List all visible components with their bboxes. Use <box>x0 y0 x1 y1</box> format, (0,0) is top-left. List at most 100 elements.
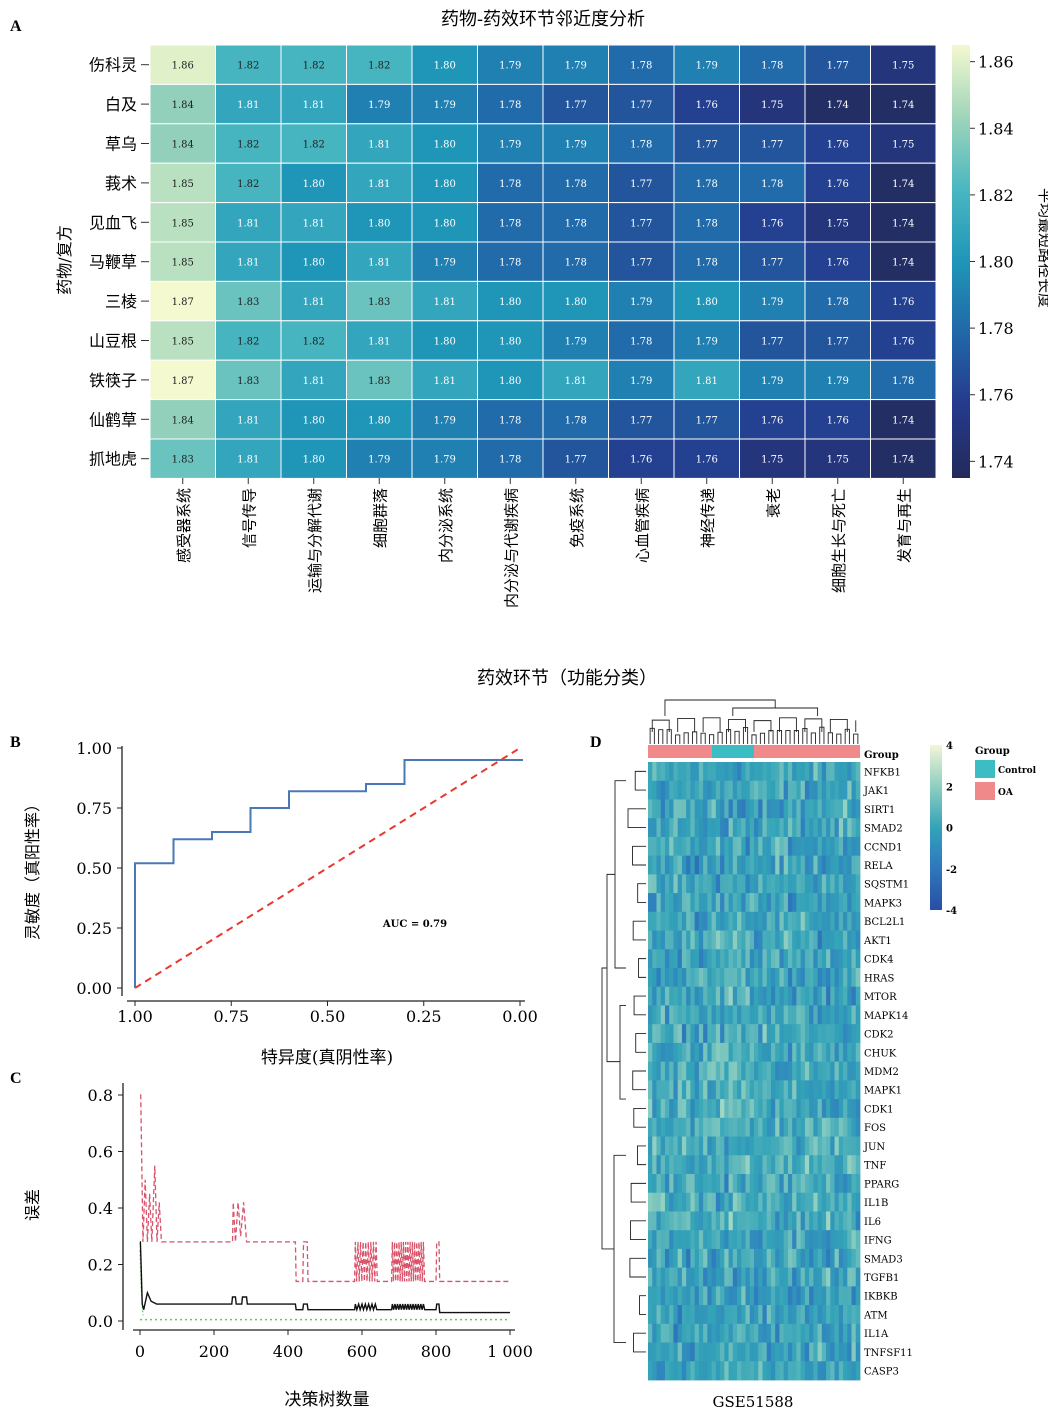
heatmap-d-cell <box>796 1267 802 1287</box>
heatmap-d-cell <box>728 1248 734 1269</box>
heatmap-d-cell <box>694 930 700 950</box>
roc-y-tick-label: 0.50 <box>76 859 112 878</box>
heatmap-d-cell <box>686 874 691 894</box>
heatmap-d-gene-label: PPARG <box>864 1179 899 1190</box>
heatmap-d-cell <box>732 780 738 800</box>
heatmap-a-cell-value: 1.77 <box>565 100 587 111</box>
roc-x-tick-label: 0.25 <box>406 1007 442 1026</box>
heatmap-d-cell <box>737 799 742 819</box>
heatmap-d-cell <box>737 1005 742 1025</box>
heatmap-d-cell <box>796 1286 802 1306</box>
heatmap-a-cell-value: 1.82 <box>237 179 259 190</box>
heatmap-d-cell <box>656 818 662 838</box>
heatmap-d-cell <box>796 1136 802 1156</box>
heatmap-d-cell <box>732 1024 738 1044</box>
heatmap-d-cell <box>677 855 683 875</box>
heatmap-d-cell <box>766 1136 772 1156</box>
heatmap-d-cell <box>664 836 670 857</box>
heatmap-d-cell <box>754 1342 759 1362</box>
heatmap-d-cell <box>826 1192 831 1212</box>
heatmap-d-cell <box>745 1267 751 1287</box>
heatmap-d-cell <box>779 1099 785 1119</box>
heatmap-d-cell <box>800 1192 806 1212</box>
heatmap-d-gene-label: MAPK3 <box>864 898 902 909</box>
heatmap-d-cell <box>681 1005 687 1025</box>
heatmap-d-cell <box>830 1117 835 1137</box>
heatmap-d-cell <box>787 1080 793 1100</box>
heatmap-d-cell <box>677 1305 683 1325</box>
heatmap-d-cell <box>660 780 666 800</box>
heatmap-d-cell <box>711 762 717 782</box>
heatmap-a-cell <box>739 399 806 440</box>
heatmap-d-cell <box>732 1342 738 1362</box>
heatmap-a-cell <box>149 162 216 204</box>
heatmap-d-cell <box>652 1230 657 1250</box>
heatmap-d-cell <box>711 1267 717 1287</box>
heatmap-d-cell <box>720 874 725 894</box>
heatmap-d-cell <box>779 836 785 857</box>
heatmap-d-cell <box>737 1323 742 1343</box>
heatmap-d-cell <box>745 1248 751 1269</box>
heatmap-d-cell <box>838 1099 844 1119</box>
heatmap-d-cell <box>754 1005 759 1025</box>
heatmap-d-cell <box>741 762 746 782</box>
error-xlabel: 决策树数量 <box>285 1390 370 1410</box>
heatmap-a-cell <box>739 83 806 125</box>
heatmap-d-cell <box>758 1099 763 1119</box>
heatmap-d-cell <box>720 911 725 931</box>
heatmap-a-cell-value: 1.80 <box>499 337 521 348</box>
heatmap-d-cell <box>770 949 776 969</box>
heatmap-d-cell <box>800 1042 806 1063</box>
heatmap-d-cell <box>770 799 776 819</box>
heatmap-d-cell <box>834 1230 840 1250</box>
heatmap-d-cell <box>677 949 683 969</box>
heatmap-a-cell-value: 1.75 <box>892 140 914 151</box>
heatmap-d-cell <box>728 1174 734 1194</box>
heatmap-d-cell <box>664 1155 670 1175</box>
heatmap-d-cell <box>843 893 848 913</box>
heatmap-a-cell-value: 1.82 <box>303 140 325 151</box>
heatmap-d-gene-label: JAK1 <box>863 786 889 797</box>
heatmap-d-cell <box>843 762 848 782</box>
heatmap-d-cell <box>813 1342 818 1362</box>
heatmap-d-cell <box>792 911 797 931</box>
heatmap-d-cell <box>838 780 844 800</box>
heatmap-d-cell <box>686 1248 691 1269</box>
heatmap-a-cell <box>477 241 544 282</box>
heatmap-d-cell <box>855 986 861 1006</box>
heatmap-d-cell <box>847 1192 852 1212</box>
heatmap-d-cell <box>720 1042 725 1063</box>
heatmap-d-cell <box>813 1117 818 1137</box>
heatmap-d-cell <box>673 780 679 800</box>
heatmap-d-cell <box>783 1005 789 1025</box>
heatmap-d-cell <box>711 1080 717 1100</box>
heatmap-a-cell <box>215 399 282 440</box>
heatmap-d-cell <box>703 1117 708 1137</box>
heatmap-d-cell <box>796 1230 802 1250</box>
heatmap-d-cell <box>652 1267 657 1287</box>
heatmap-d-cell <box>813 1323 818 1343</box>
heatmap-d-cell <box>681 1061 687 1081</box>
heatmap-d-cell <box>656 1080 662 1100</box>
heatmap-d-cell <box>698 1174 704 1194</box>
heatmap-d-cell <box>851 874 857 894</box>
heatmap-d-cell <box>775 1230 780 1250</box>
heatmap-d-cell <box>813 911 818 931</box>
heatmap-d-cell <box>792 1323 797 1343</box>
heatmap-d-cell <box>745 1192 751 1212</box>
heatmap-d-cell <box>648 1042 653 1063</box>
heatmap-d-cell <box>694 818 700 838</box>
heatmap-d-cell <box>652 949 657 969</box>
heatmap-d-cell <box>826 1099 831 1119</box>
heatmap-a-cell <box>804 280 871 322</box>
heatmap-d-cell <box>745 1305 751 1325</box>
heatmap-d-cell <box>698 1248 704 1269</box>
heatmap-d-cell <box>762 1361 768 1381</box>
heatmap-d-cell <box>779 855 785 875</box>
heatmap-a-row-label: 莪术 <box>105 174 137 193</box>
heatmap-d-cell <box>758 1323 763 1343</box>
heatmap-d-cell <box>766 1174 772 1194</box>
heatmap-a-cell <box>870 83 937 125</box>
heatmap-d-cell <box>770 911 776 931</box>
heatmap-d-cell <box>775 1005 780 1025</box>
